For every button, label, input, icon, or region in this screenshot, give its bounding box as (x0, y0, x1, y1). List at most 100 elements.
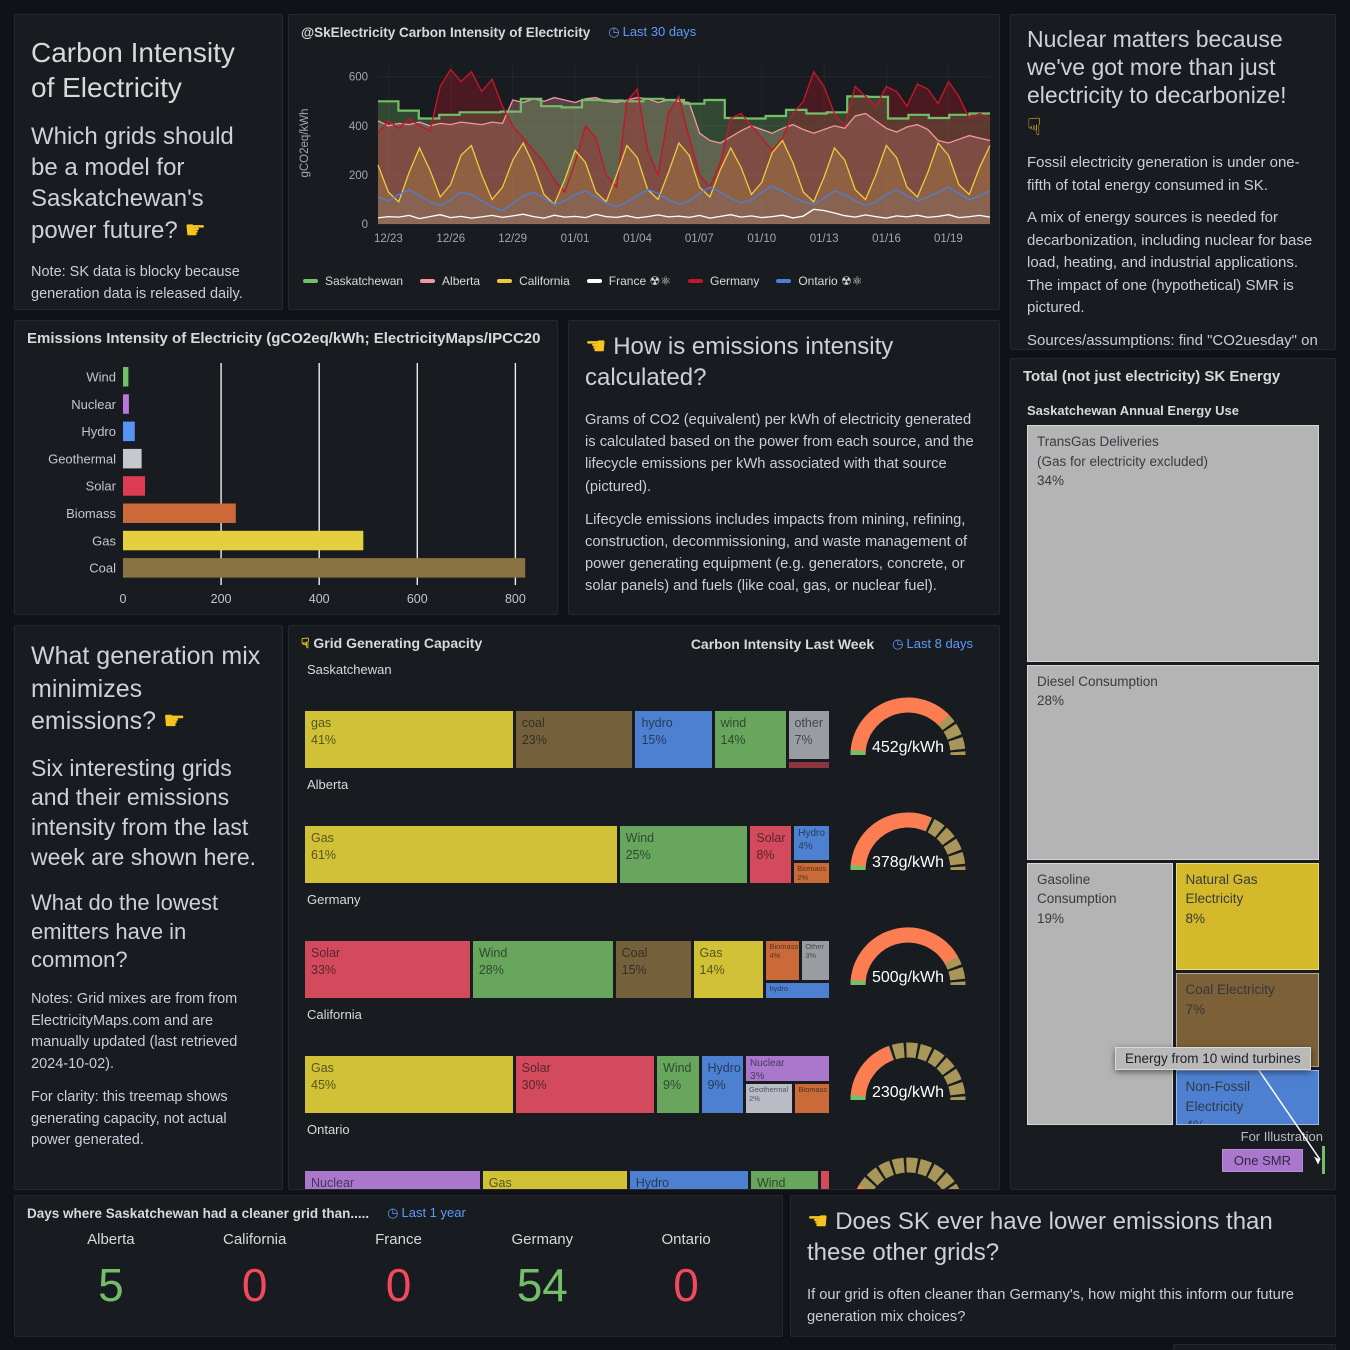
treemap-tile: Coal 15% (615, 941, 691, 998)
treemap-stack: Biomass 4% Other 3% hydro (766, 941, 830, 998)
svg-text:01/04: 01/04 (623, 233, 652, 245)
legend-item[interactable]: France ☢⚛ (586, 274, 671, 288)
svg-text:600: 600 (407, 592, 428, 606)
time-range-link[interactable]: ◷ Last 30 days (608, 24, 697, 39)
legend-label: California (519, 274, 570, 288)
tile-label: Nuclear34% (311, 1176, 355, 1190)
legend-item[interactable]: Germany (687, 274, 760, 288)
tile-label: gas 41% (311, 716, 337, 747)
treemap-tile: Wind 25% (619, 826, 748, 883)
tile-label: Other 3% (805, 942, 824, 960)
nuclear-p3: Sources/assumptions: find "CO2uesday" on (1027, 331, 1318, 349)
svg-text:01/19: 01/19 (934, 233, 963, 245)
tile-label: hydro 15% (641, 716, 673, 747)
region-treemap: Gas 61% Wind 25% Solar 8% Hydro 4% Biomass 2% (305, 826, 829, 883)
tile-label: other 7% (794, 716, 824, 747)
carbon-intensity-gauge: 378g/kWh (850, 812, 966, 871)
region-treemap: Gas 45% Solar 30% Wind 9% Hydro 9% Nuclear 3% Geot… (305, 1056, 829, 1113)
bar-title: Emissions Intensity of Electricity (gCO2… (27, 330, 541, 347)
treemap-stack: Nuclear 3% Geothermal 2% Biomass (746, 1056, 829, 1113)
treemap-tile: Nuclear34% (305, 1171, 480, 1190)
mix-heading: What generation mix minimizes emissions?… (31, 642, 261, 735)
svg-text:12/23: 12/23 (374, 233, 403, 245)
how-p2: Lifecycle emissions includes impacts fro… (585, 511, 968, 594)
clock-icon: ◷ (608, 24, 620, 39)
gauge-box: 500g/kWh (841, 911, 975, 998)
treemap-tile: Solar 30% (515, 1056, 655, 1113)
svg-text:Solar: Solar (86, 479, 117, 494)
energy-tile: Non-FossilElectricity4% (1175, 1070, 1319, 1125)
stat-value: 0 (241, 1259, 268, 1311)
panel-nuclear-matters: Nuclear matters because we've got more t… (1010, 14, 1336, 350)
stat-ontario: Ontario 0 (614, 1231, 758, 1311)
legend-item[interactable]: Ontario ☢⚛ (776, 274, 863, 288)
days-title: Days where Saskatchewan had a cleaner gr… (27, 1205, 370, 1221)
energy-tile-label: Coal Electricity 7% (1185, 982, 1275, 1017)
treemap-tile: Nuclear 3% (746, 1056, 829, 1081)
stat-label: California (223, 1231, 287, 1248)
tile-label: hydro (769, 984, 789, 994)
energy-title: Total (not just electricity) SK Energy (1023, 368, 1281, 385)
svg-text:400: 400 (309, 592, 330, 606)
tile-label: Solar 8% (756, 831, 786, 862)
capacity-rows: Saskatchewan gas 41% coal 23% hydro 15% wind 14%… (289, 656, 999, 1190)
treemap-stack: Hydro 4% Biomass 2% (794, 826, 829, 883)
tile-label: Nuclear 3% (750, 1058, 785, 1081)
svg-text:400: 400 (349, 121, 368, 133)
stat-label: Ontario (661, 1231, 711, 1248)
gauge-box: 452g/kWh (841, 681, 975, 768)
energy-tooltip: Energy from 10 wind turbines (1115, 1047, 1311, 1070)
treemap-tile: gas 41% (305, 711, 513, 768)
stat-label: Germany (511, 1231, 574, 1248)
legend-label: Saskatchewan (325, 274, 404, 288)
svg-text:12/26: 12/26 (436, 233, 465, 245)
stat-value: 0 (673, 1259, 699, 1311)
panel-days-cleaner: Days where Saskatchewan had a cleaner gr… (14, 1195, 783, 1337)
stat-germany: Germany 54 (470, 1231, 614, 1311)
timeseries-legend: Saskatchewan Alberta California France ☢⚛ Ge… (289, 270, 999, 292)
legend-item[interactable]: Alberta (420, 274, 480, 288)
series-swatch (586, 279, 602, 283)
svg-text:200: 200 (349, 170, 368, 182)
svg-text:Geothermal: Geothermal (48, 451, 116, 466)
treemap-tile: Solar 33% (305, 941, 470, 998)
svg-text:12/29: 12/29 (498, 233, 527, 245)
treemap-tile: Wind 28% (472, 941, 613, 998)
energy-right-col: Natural Gas Electricity 8% Coal Electricity… (1175, 862, 1319, 1125)
panel-mix-question: What generation mix minimizes emissions?… (14, 625, 283, 1190)
time-range-link-8days[interactable]: ◷ Last 8 days (892, 635, 973, 651)
svg-text:gCO2eq/kWh: gCO2eq/kWh (299, 108, 311, 177)
timeseries-chart[interactable]: 12/23 12/26 12/29 01/01 01/04 01/07 01/10 01/13… (292, 44, 996, 270)
bar-chart[interactable]: Wind Nuclear Hydro Geothermal Solar Biomass Ga… (27, 359, 547, 607)
svg-text:600: 600 (349, 72, 368, 84)
energy-treemap: TransGas Deliveries (Gas for electricity … (1027, 425, 1319, 1125)
treemap-tile: Biomass (795, 1083, 829, 1113)
tile-label: Wind 28% (478, 946, 508, 977)
energy-tile-label: Gasoline Consumption 19% (1037, 871, 1117, 926)
treemap-tile: wind 14% (714, 711, 786, 768)
mix-note2: For clarity: this treemap shows generati… (31, 1088, 228, 1149)
energy-tile-label: Natural Gas Electricity 8% (1185, 871, 1258, 926)
tile-label: Hydro 9% (707, 1061, 741, 1092)
svg-text:01/16: 01/16 (872, 233, 901, 245)
svg-text:Gas: Gas (92, 533, 116, 548)
mix-sub1: Six interesting grids and their emission… (31, 754, 257, 871)
mix-note1: Notes: Grid mixes are from from Electric… (31, 990, 238, 1073)
treemap-tile: Wind13% (750, 1171, 818, 1189)
svg-text:01/10: 01/10 (747, 233, 776, 245)
legend-item[interactable]: Saskatchewan (303, 274, 403, 288)
point-right-icon: ☛ (184, 216, 206, 244)
tile-label: Hydro 4% (798, 828, 825, 852)
mix-sub2: What do the lowest emitters have in comm… (31, 890, 219, 973)
carbon-intensity-gauge: 452g/kWh (850, 697, 966, 756)
stat-value: 54 (516, 1259, 568, 1311)
stat-france: France 0 (327, 1231, 471, 1311)
stat-label: France (375, 1231, 422, 1248)
energy-tile: Natural Gas Electricity 8% (1175, 862, 1319, 971)
time-range-link-1year[interactable]: ◷ Last 1 year (387, 1205, 466, 1220)
energy-subtitle: Saskatchewan Annual Energy Use (1027, 403, 1239, 418)
energy-bottom-row: Gasoline Consumption 19% Natural Gas Electr… (1027, 862, 1319, 1125)
legend-label: Germany (709, 274, 760, 288)
legend-item[interactable]: California (497, 274, 570, 288)
capacity-title: ☟ Grid Generating Capacity (301, 635, 483, 651)
